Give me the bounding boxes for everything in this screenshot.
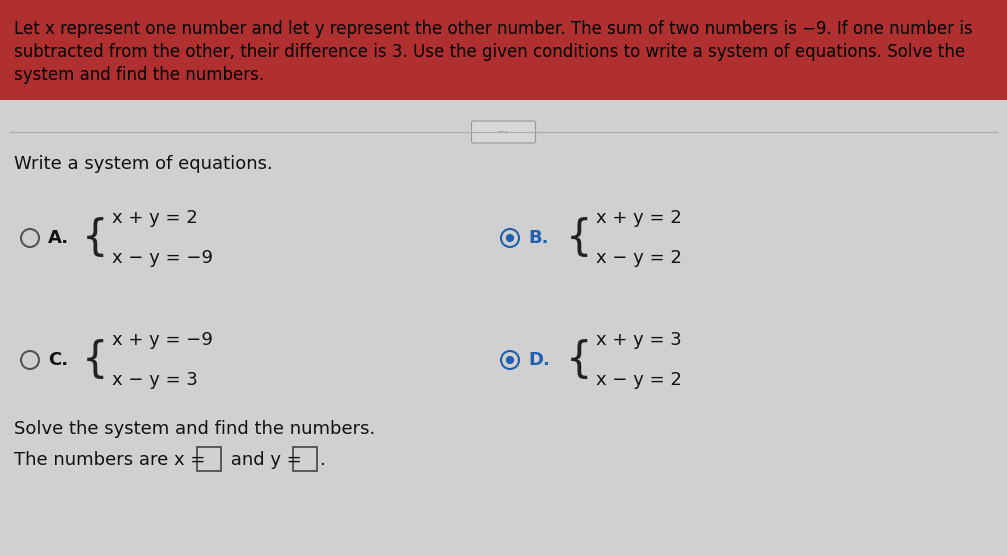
Text: {: {: [566, 217, 592, 259]
Bar: [197, 447, 221, 471]
Text: ···: ···: [498, 127, 509, 137]
Text: x − y = 2: x − y = 2: [596, 249, 682, 267]
Text: x − y = −9: x − y = −9: [112, 249, 213, 267]
Text: and y =: and y =: [225, 451, 302, 469]
Bar: [0, 100, 1007, 556]
Text: .: .: [319, 451, 324, 469]
Text: Write a system of equations.: Write a system of equations.: [14, 155, 273, 173]
Text: x − y = 2: x − y = 2: [596, 371, 682, 389]
FancyBboxPatch shape: [471, 121, 536, 143]
Text: system and find the numbers.: system and find the numbers.: [14, 66, 264, 84]
Circle shape: [507, 235, 514, 241]
Text: {: {: [82, 339, 108, 381]
Text: x + y = 2: x + y = 2: [596, 209, 682, 227]
Bar: [293, 447, 317, 471]
Text: A.: A.: [48, 229, 69, 247]
Text: Let x represent one number and let y represent the other number. The sum of two : Let x represent one number and let y rep…: [14, 20, 973, 38]
Text: D.: D.: [528, 351, 550, 369]
Text: {: {: [82, 217, 108, 259]
Text: subtracted from the other, their difference is 3. Use the given conditions to wr: subtracted from the other, their differe…: [14, 43, 965, 61]
Text: x + y = 2: x + y = 2: [112, 209, 197, 227]
Text: x − y = 3: x − y = 3: [112, 371, 197, 389]
Text: B.: B.: [528, 229, 549, 247]
Text: Solve the system and find the numbers.: Solve the system and find the numbers.: [14, 420, 376, 438]
Text: C.: C.: [48, 351, 68, 369]
Text: The numbers are x =: The numbers are x =: [14, 451, 205, 469]
Text: x + y = −9: x + y = −9: [112, 331, 212, 349]
Bar: [0, 0, 1007, 100]
Text: {: {: [566, 339, 592, 381]
Text: x + y = 3: x + y = 3: [596, 331, 682, 349]
Circle shape: [507, 356, 514, 364]
